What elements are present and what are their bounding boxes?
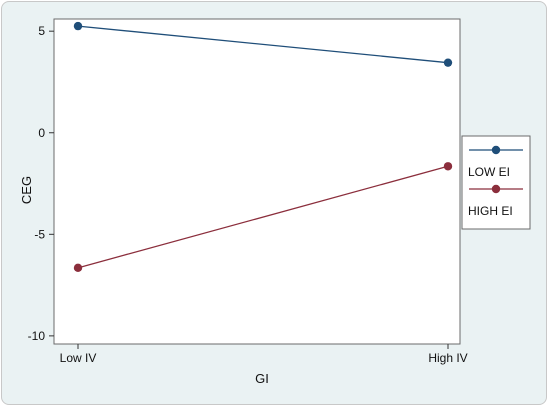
- y-axis: 5 0 -5 -10: [28, 24, 54, 343]
- series-line-1: [77, 25, 449, 64]
- data-point: [443, 162, 453, 171]
- series-layer: [73, 21, 453, 273]
- y-tick-label: -5: [34, 227, 45, 241]
- y-axis-title: CEG: [19, 176, 34, 204]
- legend: LOW EI HIGH EI: [461, 135, 531, 230]
- x-tick-label: High IV: [428, 351, 467, 365]
- x-axis-title: GI: [255, 371, 269, 386]
- data-point: [73, 263, 83, 273]
- plot-area: [53, 18, 461, 345]
- y-tick-label: 0: [38, 126, 45, 140]
- legend-key-marker: [491, 184, 501, 194]
- y-tick-label: -10: [28, 329, 46, 343]
- x-axis: Low IV High IV: [60, 344, 468, 365]
- legend-label: LOW EI: [468, 165, 510, 179]
- data-point: [443, 58, 453, 67]
- series-line-2: [77, 165, 449, 269]
- x-tick-label: Low IV: [60, 351, 97, 365]
- legend-key-marker: [491, 145, 501, 155]
- y-tick-label: 5: [38, 24, 45, 38]
- data-point: [73, 21, 83, 31]
- legend-label: HIGH EI: [468, 204, 513, 218]
